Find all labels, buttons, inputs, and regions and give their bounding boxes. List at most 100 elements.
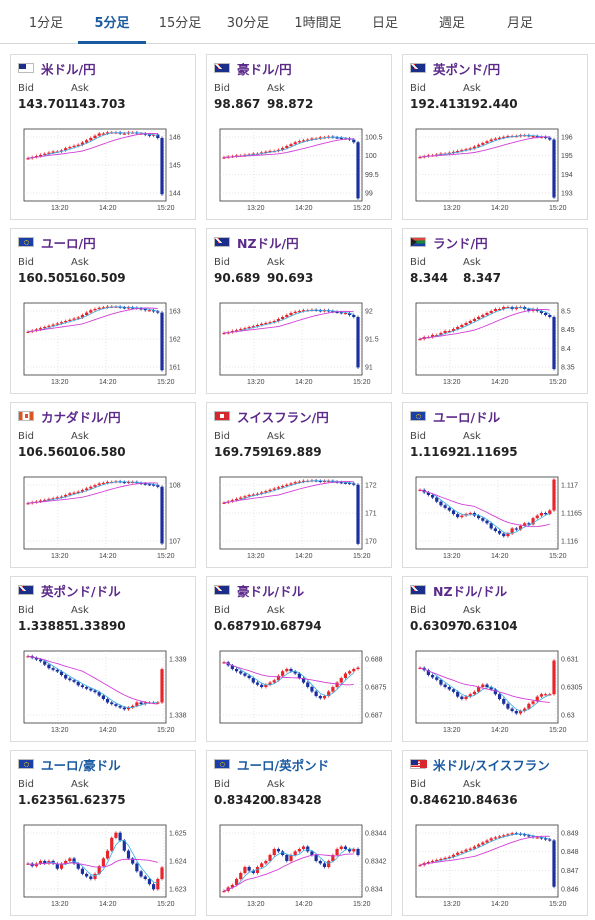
candle-body bbox=[356, 849, 360, 855]
price-chart[interactable]: 1.117 1.1165 1.116 13:20 14:20 15:20 bbox=[412, 473, 584, 563]
currency-pair-link[interactable]: ランド/円 bbox=[433, 235, 488, 251]
currency-pair-link[interactable]: ユーロ/ドル bbox=[433, 409, 501, 425]
rate-card[interactable]: NZドル/円 Bid Ask 90.689 90.693 92 91.5 91 13:20 14:… bbox=[206, 228, 392, 394]
candle-body bbox=[297, 311, 301, 313]
currency-pair-link[interactable]: 米ドル/円 bbox=[41, 61, 96, 77]
rate-card[interactable]: 英ポンド/ドル Bid Ask 1.33885 1.33890 1.339 1.338 13:… bbox=[10, 576, 196, 742]
price-chart[interactable]: 196 195 194 193 13:20 14:20 15:20 bbox=[412, 125, 584, 215]
candle-body bbox=[426, 492, 430, 495]
price-chart[interactable]: 8.5 8.45 8.4 8.35 13:20 14:20 15:20 bbox=[412, 299, 584, 389]
candle-body bbox=[318, 137, 322, 139]
tab-1min[interactable]: 1分足 bbox=[28, 16, 64, 31]
tab-weekly[interactable]: 週足 bbox=[438, 16, 465, 31]
candle-body bbox=[51, 498, 55, 500]
candle-body bbox=[289, 855, 293, 861]
candle-body bbox=[285, 484, 289, 486]
currency-pair-link[interactable]: ユーロ/豪ドル bbox=[41, 757, 121, 773]
price-chart[interactable]: 1.625 1.624 1.623 13:20 14:20 15:20 bbox=[20, 821, 192, 911]
x-tick-label: 14:20 bbox=[295, 553, 313, 560]
candle-body bbox=[268, 855, 272, 861]
rate-card[interactable]: スイスフラン/円 Bid Ask 169.759 169.889 172 171 170 13:… bbox=[206, 402, 392, 568]
flag-emblem bbox=[416, 414, 421, 419]
candle-body bbox=[418, 489, 422, 492]
plot-frame bbox=[23, 128, 167, 202]
price-chart[interactable]: 0.8344 0.8342 0.834 13:20 14:20 15:20 bbox=[216, 821, 388, 911]
rate-card[interactable]: ユーロ/豪ドル Bid Ask 1.62356 1.62375 1.625 1.624 1.6… bbox=[10, 750, 196, 916]
price-chart[interactable]: 172 171 170 13:20 14:20 15:20 bbox=[216, 473, 388, 563]
candle-body bbox=[281, 671, 285, 676]
tab-30min[interactable]: 30分足 bbox=[226, 16, 270, 31]
candle-body bbox=[122, 840, 126, 851]
price-chart[interactable]: 146 145 144 13:20 14:20 15:20 bbox=[20, 125, 192, 215]
price-chart[interactable]: 0.688 0.6875 0.687 bbox=[216, 647, 388, 737]
ask-label: Ask bbox=[71, 779, 89, 790]
candle-body bbox=[293, 311, 297, 313]
rate-card[interactable]: 豪ドル/ドル Bid Ask 0.68791 0.68794 0.688 0.6875 0.6… bbox=[206, 576, 392, 742]
rate-card[interactable]: 英ポンド/円 Bid Ask 192.413 192.440 196 195 194 193 13… bbox=[402, 54, 588, 220]
candle-body bbox=[443, 684, 447, 687]
currency-pair-link[interactable]: 英ポンド/円 bbox=[433, 61, 501, 77]
rate-card[interactable]: 米ドル/スイスフラン Bid Ask 0.84621 0.84636 0.849 0.848… bbox=[402, 750, 588, 916]
rate-card[interactable]: ユーロ/ドル Bid Ask 1.11692 1.11695 1.117 1.1165 1.1… bbox=[402, 402, 588, 568]
tab-5min[interactable]: 5分足 bbox=[78, 0, 146, 44]
rate-card[interactable]: ユーロ/英ポンド Bid Ask 0.83420 0.83428 0.8344 0.8342… bbox=[206, 750, 392, 916]
currency-pair-link[interactable]: NZドル/ドル bbox=[433, 583, 508, 599]
price-chart[interactable]: 1.339 1.338 13:20 14:20 15:20 bbox=[20, 647, 192, 737]
price-chart[interactable]: 108 107 13:20 14:20 15:20 bbox=[20, 473, 192, 563]
chart-svg: 0.8344 0.8342 0.834 13:20 14:20 15:20 bbox=[219, 824, 387, 908]
price-chart[interactable]: 100.5 100 99.5 99 13:20 14:20 15:20 bbox=[216, 125, 388, 215]
candle-body bbox=[548, 315, 552, 317]
currency-pair-link[interactable]: 英ポンド/ドル bbox=[41, 583, 121, 599]
candle-body bbox=[447, 331, 451, 333]
ask-value: 192.440 bbox=[463, 97, 518, 111]
flag-emblem bbox=[25, 414, 28, 418]
rate-card[interactable]: 豪ドル/円 Bid Ask 98.867 98.872 100.5 100 99.5 99 13:… bbox=[206, 54, 392, 220]
currency-pair-link[interactable]: 豪ドル/円 bbox=[237, 61, 292, 77]
candle-body bbox=[85, 312, 89, 315]
ma-fast-line bbox=[27, 132, 158, 159]
currency-pair-link[interactable]: ユーロ/円 bbox=[41, 235, 96, 251]
currency-pair-link[interactable]: ユーロ/英ポンド bbox=[237, 757, 330, 773]
price-chart[interactable]: 0.631 0.6305 0.63 13:20 14:20 15:20 bbox=[412, 647, 584, 737]
y-tick-label: 196 bbox=[561, 135, 573, 142]
currency-pair-link[interactable]: NZドル/円 bbox=[237, 235, 299, 251]
tab-1hour[interactable]: 1時間足 bbox=[294, 16, 342, 31]
tab-15min[interactable]: 15分足 bbox=[158, 16, 202, 31]
candle-body bbox=[97, 692, 101, 696]
candle-body bbox=[160, 669, 164, 703]
tab-daily[interactable]: 日足 bbox=[371, 16, 398, 31]
rate-card[interactable]: 米ドル/円 Bid Ask 143.701 143.703 146 145 144 13:20 1… bbox=[10, 54, 196, 220]
candle-body bbox=[156, 311, 160, 313]
swiss-flag-icon bbox=[420, 760, 427, 768]
price-chart[interactable]: 163 162 161 13:20 14:20 15:20 bbox=[20, 299, 192, 389]
candle-body bbox=[68, 858, 72, 861]
bid-value: 143.701 bbox=[18, 97, 73, 111]
y-tick-label: 193 bbox=[561, 191, 573, 198]
y-tick-label: 1.339 bbox=[169, 657, 187, 664]
candle-body bbox=[276, 675, 281, 681]
tab-monthly[interactable]: 月足 bbox=[506, 16, 533, 31]
candle-body bbox=[293, 671, 297, 674]
currency-pair-link[interactable]: 米ドル/スイスフラン bbox=[433, 757, 550, 773]
ma-slow-line bbox=[27, 307, 158, 333]
ma-slow-line bbox=[419, 667, 550, 703]
currency-pair-link[interactable]: 豪ドル/ドル bbox=[237, 583, 305, 599]
price-chart[interactable]: 0.849 0.848 0.847 0.846 13:20 14:20 15:20 bbox=[412, 821, 584, 911]
candle-body bbox=[510, 833, 514, 835]
candle-body bbox=[101, 482, 105, 485]
candle-body bbox=[255, 867, 260, 873]
ma-fast-line bbox=[27, 306, 158, 333]
rate-card[interactable]: ユーロ/円 Bid Ask 160.505 160.509 163 162 161 13:20 1… bbox=[10, 228, 196, 394]
price-chart[interactable]: 92 91.5 91 13:20 14:20 15:20 bbox=[216, 299, 388, 389]
currency-pair-link[interactable]: カナダドル/円 bbox=[41, 409, 121, 425]
candle-body bbox=[356, 142, 360, 199]
candle-body bbox=[335, 137, 339, 139]
candle-body bbox=[443, 857, 447, 860]
candle-body bbox=[72, 145, 76, 148]
rate-card[interactable]: NZドル/ドル Bid Ask 0.63097 0.63104 0.631 0.6305 0.… bbox=[402, 576, 588, 742]
rate-card[interactable]: ランド/円 Bid Ask 8.344 8.347 8.5 8.45 8.4 8.35 13:20… bbox=[402, 228, 588, 394]
rate-card[interactable]: カナダドル/円 Bid Ask 106.560 106.580 108 107 13:20 14… bbox=[10, 402, 196, 568]
currency-pair-link[interactable]: スイスフラン/円 bbox=[237, 409, 329, 425]
candle-body bbox=[418, 667, 422, 669]
x-tick-label: 13:20 bbox=[51, 553, 69, 560]
